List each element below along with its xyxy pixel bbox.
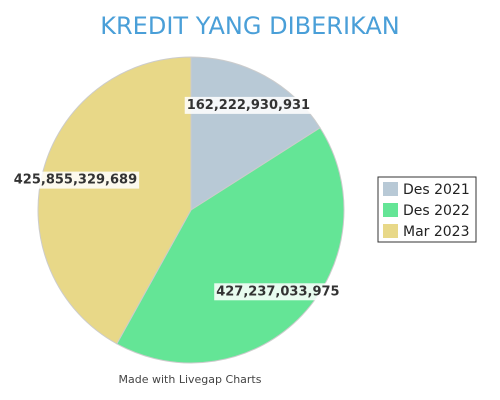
data-label: 425,855,329,689 <box>14 173 137 188</box>
legend-swatch <box>383 182 398 196</box>
label-background <box>184 96 313 114</box>
legend-swatch <box>383 224 398 238</box>
legend-swatch <box>383 203 398 217</box>
label-background <box>11 171 140 189</box>
legend-label: Des 2021 <box>403 182 470 198</box>
data-label: 162,222,930,931 <box>187 98 310 113</box>
pie-slice <box>116 127 345 364</box>
label-background <box>214 283 342 301</box>
credit: Made with Livegap Charts <box>119 373 262 386</box>
data-label: 427,237,033,975 <box>216 284 339 299</box>
chart-title: KREDIT YANG DIBERIKAN <box>100 12 399 40</box>
legend-label: Des 2022 <box>403 203 470 219</box>
pie-slice <box>190 56 321 211</box>
legend-label: Mar 2023 <box>403 224 470 240</box>
